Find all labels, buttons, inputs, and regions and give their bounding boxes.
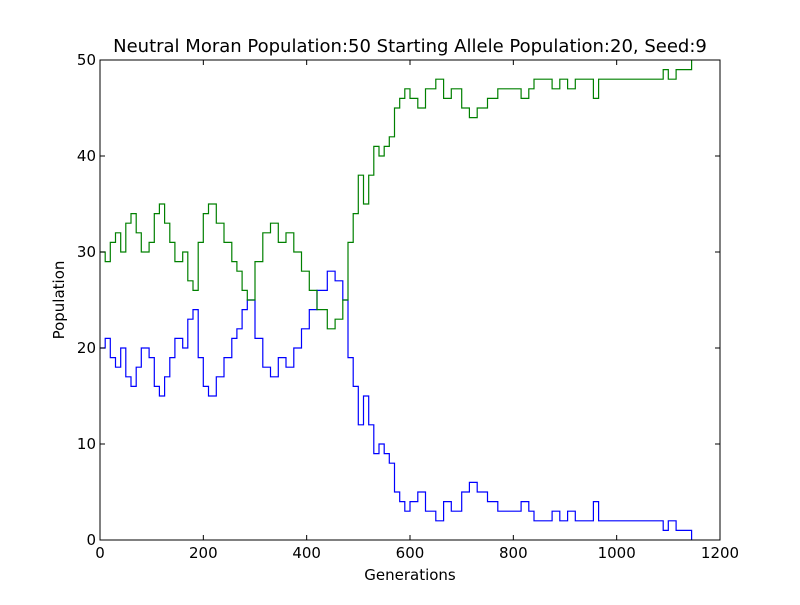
x-tick-label-4: 800 [499,544,528,562]
y-tick-label-2: 20 [77,339,96,357]
x-tick-label-2: 400 [292,544,321,562]
series-line-0 [100,270,693,540]
y-tick-label-5: 50 [77,51,96,69]
x-axis-label: Generations [364,566,456,584]
x-tick-label-1: 200 [189,544,218,562]
x-tick-label-6: 1200 [701,544,739,562]
y-tick-label-4: 40 [77,147,96,165]
series-layer [100,60,693,540]
y-tick-label-1: 10 [77,435,96,453]
chart-title: Neutral Moran Population:50 Starting All… [113,36,707,57]
y-tick-label-0: 0 [86,531,96,549]
x-tick-label-0: 0 [95,544,105,562]
y-tick-label-3: 30 [77,243,96,261]
y-axis-label: Population [50,261,68,340]
series-line-1 [100,60,693,330]
x-tick-label-5: 1000 [598,544,636,562]
tick-layer: 0 200 400 600 800 1000 1200 0 10 20 30 40 50 [77,51,739,562]
x-tick-label-3: 600 [396,544,425,562]
